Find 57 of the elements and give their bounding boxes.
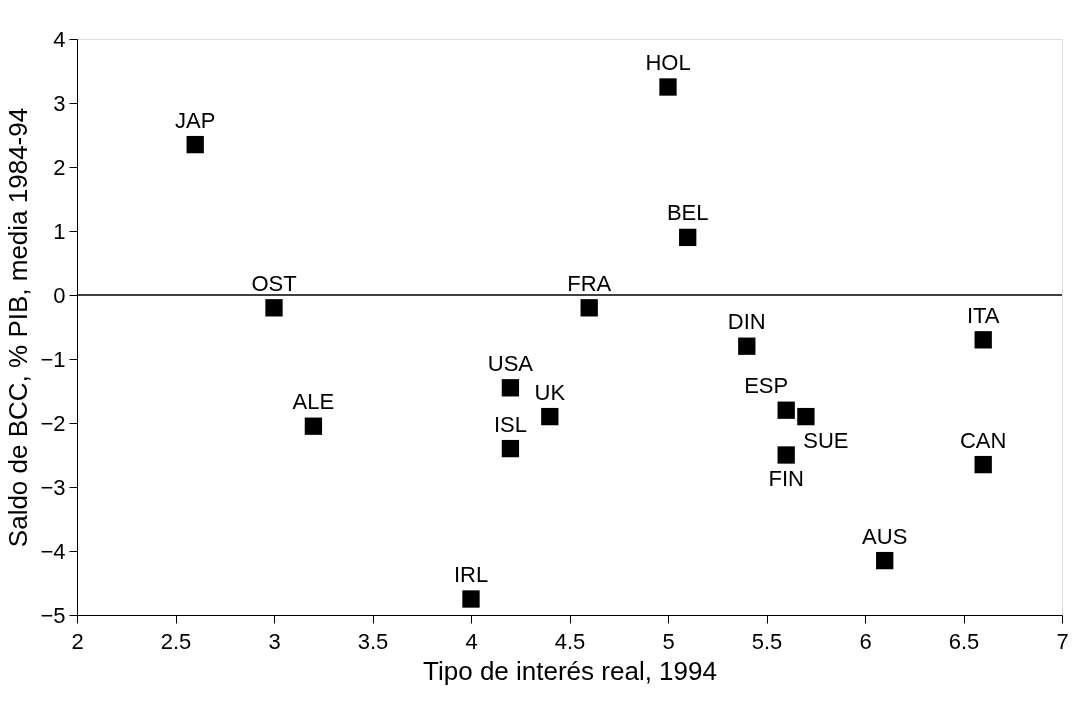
point (876, 551, 894, 570)
annotation: AUS (862, 523, 908, 549)
y-tick-label: −5 (40, 602, 66, 628)
point (738, 337, 756, 355)
annotation: ESP (744, 373, 789, 399)
point (501, 379, 520, 397)
x-tick-label: 4 (465, 628, 478, 654)
x-tick-label: 6 (859, 628, 872, 654)
point (265, 299, 283, 317)
annotation: ALE (292, 389, 335, 415)
x-axis-title: Tipo de interés real, 1994 (423, 655, 717, 686)
x-tick-label: 7 (1056, 628, 1069, 654)
point (304, 417, 323, 435)
point (777, 401, 795, 419)
y-tick-label: 4 (53, 26, 66, 52)
y-tick-label: −4 (40, 538, 66, 564)
point (797, 407, 815, 426)
x-tick-label: 4.5 (554, 628, 586, 654)
y-tick-label: 0 (53, 282, 66, 308)
y-tick-label: −3 (40, 474, 66, 500)
annotation: DIN (727, 309, 766, 335)
y-tick-label: 3 (53, 90, 66, 116)
x-tick-label: 5 (662, 628, 675, 654)
annotation: ITA (966, 302, 1000, 328)
annotation: CAN (959, 427, 1007, 453)
annotation: FRA (567, 270, 612, 296)
x-tick-label: 3 (268, 628, 281, 654)
y-tick-label: −2 (40, 410, 66, 436)
x-tick-label: 2.5 (160, 628, 192, 654)
x-tick-label: 6.5 (948, 628, 980, 654)
y-tick-label: 1 (53, 218, 66, 244)
point (541, 407, 559, 426)
x-tick-label: 2 (71, 628, 84, 654)
annotation: BEL (666, 200, 709, 226)
annotation: USA (487, 350, 534, 376)
annotation: SUE (803, 427, 849, 453)
point (777, 446, 795, 464)
annotation: OST (251, 270, 297, 296)
y-tick-label: −1 (40, 346, 66, 372)
annotation: UK (534, 379, 566, 405)
point (580, 299, 598, 317)
annotation: HOL (645, 50, 691, 75)
point (974, 455, 992, 474)
point (501, 439, 520, 458)
point (679, 228, 697, 247)
annotation: IRL (453, 562, 489, 587)
annotation: JAP (175, 107, 216, 133)
point (186, 135, 204, 154)
x-tick-label: 5.5 (751, 628, 783, 654)
point (974, 331, 992, 349)
annotation: FIN (768, 466, 804, 491)
point (462, 590, 480, 608)
x-tick-label: 3.5 (357, 628, 389, 654)
y-axis-title: Saldo de BCC, % PIB, media 1984-94 (3, 107, 34, 548)
y-tick-label: 2 (53, 154, 66, 180)
annotation: ISL (493, 411, 527, 437)
point (659, 78, 677, 96)
